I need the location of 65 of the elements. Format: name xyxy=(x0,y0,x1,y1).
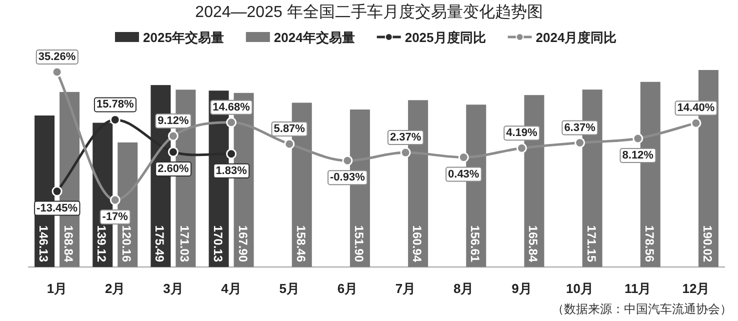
data-label: 9.12% xyxy=(158,115,190,128)
data-label: 2.60% xyxy=(158,162,190,175)
point xyxy=(690,118,702,128)
x-tick-label: 11月 xyxy=(624,281,652,296)
data-label: 190.02 xyxy=(700,225,714,262)
point xyxy=(574,138,586,148)
x-tick-label: 6月 xyxy=(337,281,358,296)
data-label: 156.61 xyxy=(468,225,482,262)
data-label: 0.43% xyxy=(448,168,480,180)
point xyxy=(516,142,527,154)
data-label: 14.68% xyxy=(212,101,250,114)
point xyxy=(342,155,353,166)
point xyxy=(226,117,237,128)
data-label: 6.37% xyxy=(564,122,596,134)
data-label: 139.12 xyxy=(94,225,109,262)
x-tick-label: 9月 xyxy=(512,281,532,296)
data-label: 165.84 xyxy=(526,225,540,262)
data-label: 175.49 xyxy=(152,225,167,262)
legend-label: 2024月度同比 xyxy=(536,30,617,45)
data-label: 2.37% xyxy=(390,132,422,144)
point xyxy=(52,186,62,197)
point xyxy=(110,194,120,206)
data-label: 160.94 xyxy=(410,225,424,262)
data-label: 146.13 xyxy=(36,225,51,262)
data-label: 178.56 xyxy=(642,225,656,262)
point xyxy=(284,138,295,150)
x-tick-label: 1月 xyxy=(46,281,68,296)
data-label: 5.87% xyxy=(274,122,306,135)
data-label: 171.03 xyxy=(178,225,192,262)
data-label: 170.13 xyxy=(210,225,225,262)
legend-label: 2025年交易量 xyxy=(143,30,224,45)
chart-title: 2024—2025 年全国二手车月度交易量变化趋势图 xyxy=(195,3,543,21)
legend-label: 2024年交易量 xyxy=(274,30,355,45)
point xyxy=(168,146,178,158)
x-tick-label: 4月 xyxy=(221,281,242,296)
data-label: 14.40% xyxy=(677,102,715,114)
data-label: 171.15 xyxy=(584,225,598,262)
point xyxy=(226,148,237,160)
x-tick-label: 10月 xyxy=(566,281,594,296)
x-tick-label: 12月 xyxy=(682,281,710,296)
text: （数据来源：中国汽车流通协会） xyxy=(552,302,732,316)
data-label: 35.26% xyxy=(38,51,76,63)
x-tick-label: 2月 xyxy=(105,281,126,296)
x-tick-label: 3月 xyxy=(163,281,184,296)
point xyxy=(52,66,62,78)
point xyxy=(632,133,644,144)
data-label: 15.78% xyxy=(96,98,134,111)
data-label: 167.90 xyxy=(236,225,250,262)
data-label: 151.90 xyxy=(352,225,366,262)
point xyxy=(400,147,411,158)
data-label: 1.83% xyxy=(216,164,248,177)
data-label: 8.12% xyxy=(622,149,654,162)
data-label: -0.93% xyxy=(330,172,366,184)
x-tick-label: 8月 xyxy=(454,281,474,296)
data-label: -17% xyxy=(102,211,128,223)
data-label: 158.46 xyxy=(294,225,308,262)
data-label: 168.84 xyxy=(62,225,76,262)
legend-label: 2025月度同比 xyxy=(404,30,486,45)
x-tick-label: 7月 xyxy=(395,281,416,296)
point xyxy=(458,152,469,163)
data-label: 120.16 xyxy=(120,225,134,262)
data-label: 4.19% xyxy=(506,127,538,140)
point xyxy=(168,130,178,142)
data-label: -13.45% xyxy=(36,202,78,214)
x-tick-label: 5月 xyxy=(279,281,300,296)
